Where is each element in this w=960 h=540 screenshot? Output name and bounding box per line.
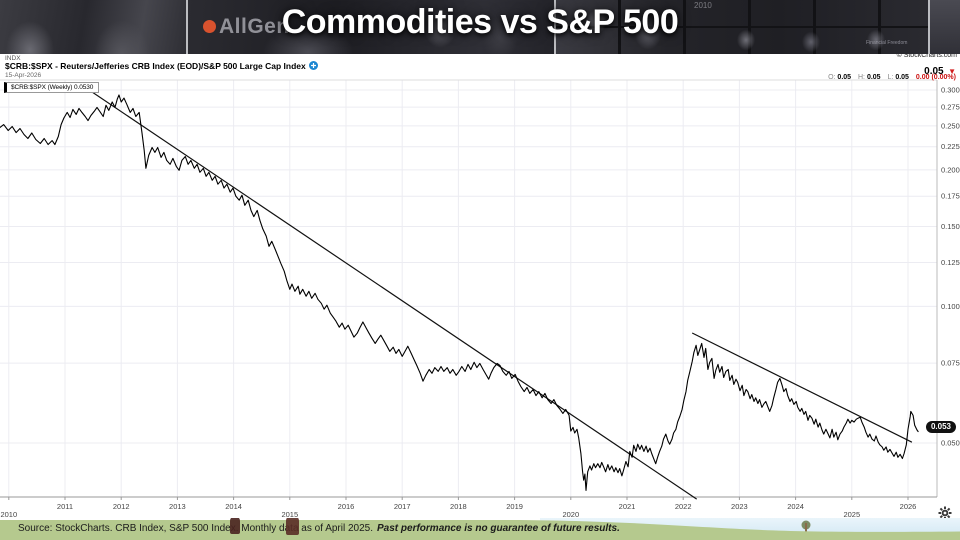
- svg-text:2018: 2018: [450, 502, 467, 511]
- svg-text:0.175: 0.175: [941, 192, 960, 201]
- svg-text:0.200: 0.200: [941, 165, 960, 174]
- green-hill: [0, 520, 960, 540]
- svg-text:2022: 2022: [675, 502, 692, 511]
- photo-blob: [230, 518, 240, 534]
- allgen-logo-dot-icon: [203, 20, 216, 33]
- svg-text:0.150: 0.150: [941, 222, 960, 231]
- open-label: O:: [828, 74, 836, 81]
- banner-panel-divider: [186, 0, 188, 54]
- svg-text:2025: 2025: [843, 510, 860, 519]
- banner-photo-caption: Financial Freedom: [866, 40, 908, 46]
- svg-text:2023: 2023: [731, 502, 748, 511]
- symbol-title: $CRB:$SPX - Reuters/Jefferies CRB Index …: [5, 61, 318, 72]
- svg-text:0.075: 0.075: [941, 359, 960, 368]
- ohlc-row: O: 0.05 H: 0.05 L: 0.05 0.00 (0.00%): [828, 74, 956, 81]
- banner-photo-center: [188, 0, 554, 54]
- svg-text:2012: 2012: [113, 502, 130, 511]
- last-change: 0.05 ▼: [924, 61, 956, 79]
- banner-photo-year: 2010: [694, 1, 712, 10]
- chart-date: 15-Apr-2026: [5, 72, 42, 79]
- source-text-main: Source: StockCharts. CRB Index, S&P 500 …: [18, 523, 374, 534]
- photo-blob: [286, 518, 299, 535]
- last-price-badge: 0.053: [925, 421, 956, 433]
- svg-text:2016: 2016: [338, 502, 355, 511]
- low-value: 0.05: [895, 74, 909, 81]
- banner-photo-left: [0, 0, 186, 54]
- series-legend[interactable]: $CRB:$SPX (Weekly) 0.0530: [4, 82, 100, 93]
- allgen-logo-text: AllGen: [219, 15, 290, 38]
- svg-text:0.250: 0.250: [941, 121, 960, 130]
- svg-text:0.275: 0.275: [941, 103, 960, 112]
- footer-landscape: [0, 518, 960, 540]
- svg-text:2026: 2026: [900, 502, 917, 511]
- symbol-title-text: $CRB:$SPX - Reuters/Jefferies CRB Index …: [5, 61, 306, 71]
- banner-panel-divider: [928, 0, 930, 54]
- svg-text:2013: 2013: [169, 502, 186, 511]
- svg-text:2017: 2017: [394, 502, 411, 511]
- svg-text:2015: 2015: [281, 510, 298, 519]
- settings-gear-icon[interactable]: [938, 506, 952, 520]
- banner: AllGen 2010 Financial Freedom Commoditie…: [0, 0, 960, 54]
- source-bar: Source: StockCharts. CRB Index, S&P 500 …: [0, 518, 960, 540]
- change-value: 0.00 (0.00%): [915, 74, 956, 81]
- svg-text:2011: 2011: [57, 502, 73, 511]
- low-label: L:: [887, 74, 894, 81]
- disclaimer-text: Past performance is no guarantee of futu…: [377, 523, 620, 534]
- source-text: Source: StockCharts. CRB Index, S&P 500 …: [18, 523, 958, 534]
- banner-panel-divider: [554, 0, 556, 54]
- high-label: H:: [858, 74, 865, 81]
- exchange-label: INDX: [5, 55, 21, 62]
- page-title: Commodities vs S&P 500: [281, 3, 679, 41]
- open-value: 0.05: [837, 74, 852, 81]
- svg-text:2014: 2014: [225, 502, 242, 511]
- svg-text:2019: 2019: [506, 502, 523, 511]
- banner-photo-right: [930, 0, 960, 54]
- svg-text:0.225: 0.225: [941, 142, 960, 151]
- last-change-value: 0.05: [924, 66, 944, 77]
- svg-text:0.050: 0.050: [941, 439, 960, 448]
- allgen-logo: AllGen: [203, 15, 290, 39]
- svg-text:2021: 2021: [619, 502, 636, 511]
- svg-text:0.300: 0.300: [941, 86, 960, 95]
- add-annotation-icon[interactable]: [308, 61, 318, 72]
- svg-text:0.125: 0.125: [941, 258, 960, 267]
- banner-photo-grid: [556, 0, 928, 54]
- svg-text:0.100: 0.100: [941, 302, 960, 311]
- svg-text:2010: 2010: [0, 510, 17, 519]
- high-value: 0.05: [866, 74, 881, 81]
- copyright: © StockCharts.com: [896, 52, 957, 59]
- svg-text:2024: 2024: [787, 502, 804, 511]
- change-down-icon: ▼: [948, 67, 956, 76]
- svg-text:2020: 2020: [562, 510, 579, 519]
